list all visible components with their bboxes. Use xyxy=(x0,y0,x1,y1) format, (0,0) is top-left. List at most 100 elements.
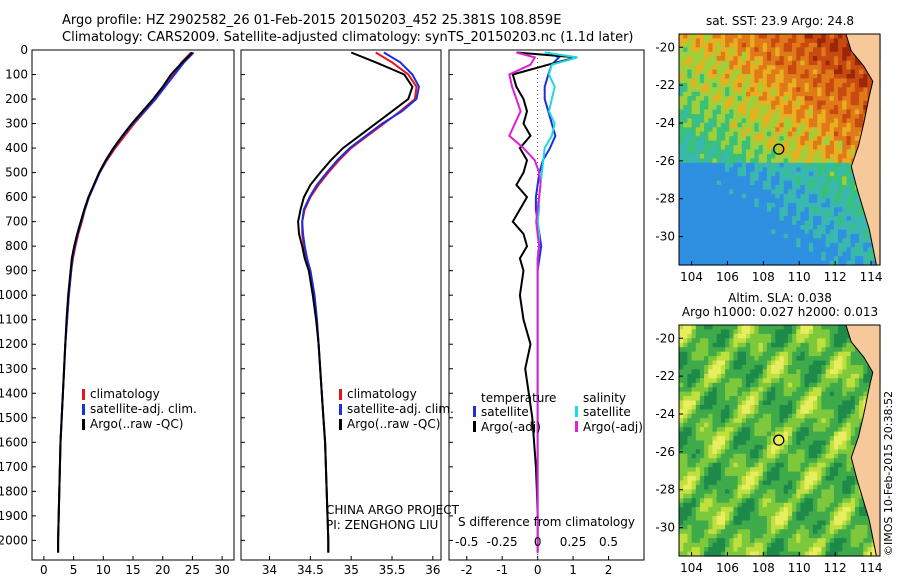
sst-map-cell xyxy=(725,47,730,53)
sla-map-cell xyxy=(716,373,722,379)
sst-map-cell xyxy=(687,211,693,217)
sst-map-cell xyxy=(754,38,760,44)
sst-map-cell xyxy=(771,91,776,97)
sst-map-cell xyxy=(758,242,764,248)
sla-map-cell xyxy=(766,329,772,335)
sst-map-cell xyxy=(779,225,785,230)
sst-map-cell xyxy=(804,34,810,39)
sst-map-cell xyxy=(741,256,747,262)
sla-map-cell xyxy=(716,516,722,521)
sst-map-cell xyxy=(704,225,709,230)
sst-map-cell xyxy=(725,42,730,48)
depth-tick-label: 1500 xyxy=(0,411,28,425)
sst-map-cell xyxy=(691,122,697,128)
sla-map-cell xyxy=(804,511,810,517)
sst-map-cell xyxy=(813,100,818,106)
sla-map-cell xyxy=(783,431,789,437)
sst-map-cell xyxy=(804,149,810,155)
sla-map-cell xyxy=(712,405,718,410)
sla-map-cell xyxy=(787,480,793,486)
sla-map-cell xyxy=(779,333,785,339)
sst-map-cell xyxy=(821,60,827,66)
sla-map-cell xyxy=(695,524,701,530)
sla-map-cell xyxy=(729,502,735,508)
sst-map-cell xyxy=(758,122,764,128)
sst-map-cell xyxy=(758,207,764,213)
sla-map-cell xyxy=(712,538,718,544)
sla-map-cell xyxy=(687,360,693,366)
sla-map-cell xyxy=(833,453,839,459)
sla-map-cell xyxy=(800,511,806,517)
sst-map-cell xyxy=(716,140,722,146)
sla-map-cell xyxy=(733,547,739,553)
sst-map-cell xyxy=(766,127,772,133)
sla-map-cell xyxy=(771,476,776,481)
sla-map-cell xyxy=(783,551,789,557)
sla-map-cell xyxy=(800,493,806,499)
temperature-profile-series-2 xyxy=(57,51,194,553)
sla-map-cell xyxy=(850,387,856,393)
sst-map-cell xyxy=(754,167,760,173)
sst-map-cell xyxy=(729,251,735,257)
sst-map-cell xyxy=(779,180,785,186)
sst-map-cell xyxy=(716,251,722,257)
sla-map-cell xyxy=(804,498,810,504)
sst-map-cell xyxy=(817,167,822,173)
sla-map-cell xyxy=(720,333,726,339)
sla-map-cell xyxy=(729,444,735,450)
sst-map-cell xyxy=(746,87,751,93)
sla-map-cell xyxy=(754,378,760,384)
sst-map-cell xyxy=(854,96,860,102)
sst-map-cell xyxy=(813,131,818,137)
sst-map-cell xyxy=(779,65,785,71)
sst-map-ytick-label: -30 xyxy=(655,230,675,244)
sst-map-cell xyxy=(754,256,760,262)
sst-map-cell xyxy=(720,225,726,230)
sst-map-cell xyxy=(729,176,735,182)
sla-map-cell xyxy=(779,520,785,526)
sst-map-cell xyxy=(712,185,718,190)
sla-map-cell xyxy=(787,382,793,388)
sst-map-cell xyxy=(842,74,848,79)
sst-map-cell xyxy=(704,145,709,151)
sst-map-cell xyxy=(842,60,848,66)
sla-map-cell xyxy=(683,413,688,419)
sst-map-cell xyxy=(679,38,684,44)
sla-map-cell xyxy=(746,396,751,402)
sla-map-cell xyxy=(846,542,852,548)
sla-map-cell xyxy=(695,511,701,517)
sla-map-cell xyxy=(825,520,831,526)
salinity-profile-legend-swatch xyxy=(339,389,342,400)
sst-map-cell xyxy=(775,69,781,75)
sla-map-cell xyxy=(762,369,768,375)
sst-map-cell xyxy=(817,38,822,44)
sst-map-cell xyxy=(725,189,730,195)
sla-map-cell xyxy=(695,338,701,344)
sst-map-cell xyxy=(695,202,701,208)
sst-map-cell xyxy=(813,242,818,248)
sst-map-cell xyxy=(829,34,835,39)
sst-map-cell xyxy=(750,96,755,102)
sst-map-cell xyxy=(825,180,831,186)
sla-map-cell xyxy=(850,502,856,508)
sst-map-cell xyxy=(758,96,764,102)
sla-map-cell xyxy=(750,440,755,446)
sla-map-cell xyxy=(729,373,735,379)
sst-map-cell xyxy=(771,149,776,155)
sla-map-cell xyxy=(712,516,718,521)
sst-map-cell xyxy=(838,140,843,146)
sst-map-cell xyxy=(804,242,810,248)
sst-map-cell xyxy=(683,162,688,168)
sla-map-cell xyxy=(729,471,735,477)
sst-map-cell xyxy=(762,162,768,168)
sla-map-cell xyxy=(863,369,869,375)
sla-map-cell xyxy=(746,507,751,513)
sla-map-cell xyxy=(846,458,852,464)
sst-map-cell xyxy=(854,238,860,244)
sla-map-cell xyxy=(733,427,739,433)
sla-map-cell xyxy=(792,449,797,455)
sla-map-cell xyxy=(720,551,726,557)
sla-map-cell xyxy=(804,405,810,410)
sla-map-cell xyxy=(796,396,802,402)
sla-map-cell xyxy=(771,413,776,419)
